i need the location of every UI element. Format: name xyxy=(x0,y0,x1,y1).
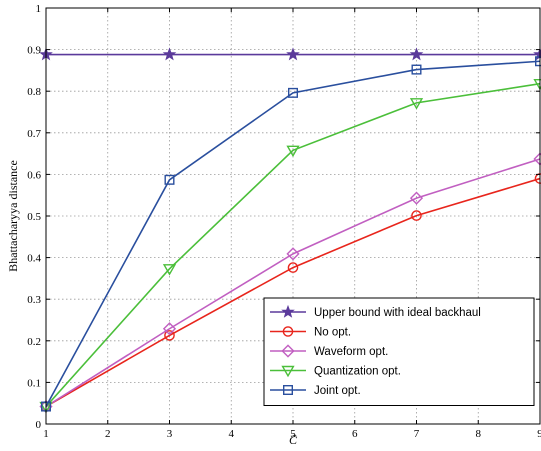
y-tick-label: 1 xyxy=(36,3,42,15)
y-tick-label: 0.9 xyxy=(27,45,41,57)
y-tick-label: 0.8 xyxy=(27,86,41,98)
legend-label: Waveform opt. xyxy=(314,346,388,358)
series-line xyxy=(45,158,541,408)
y-tick-label: 0 xyxy=(36,419,42,431)
legend-entry: Waveform opt. xyxy=(270,344,388,358)
y-tick-label: 0.2 xyxy=(27,336,41,348)
x-tick-label: 8 xyxy=(476,428,482,440)
data-point xyxy=(162,264,177,276)
data-point xyxy=(409,47,424,61)
ticks: 0 0.1 0.2 0.3 0.4 0.5 0.6 0.7 0.8 0.9 1 1 2 3 4 5 6 7 8 9 xyxy=(27,3,541,440)
legend-marker xyxy=(281,344,295,358)
y-tick-label: 0.5 xyxy=(27,211,41,223)
data-point xyxy=(409,191,424,205)
data-point xyxy=(288,87,299,98)
data-point xyxy=(411,210,422,221)
legend-label: Quantization opt. xyxy=(314,366,401,378)
x-tick-label: 5 xyxy=(290,428,296,440)
legend-marker xyxy=(282,326,294,337)
x-tick-label: 1 xyxy=(43,428,49,440)
y-tick-label: 0.1 xyxy=(27,377,41,389)
series-line xyxy=(45,177,541,408)
y-tick-label: 0.4 xyxy=(27,253,41,265)
series-line xyxy=(45,60,541,407)
x-tick-label: 4 xyxy=(229,428,235,440)
data-point xyxy=(286,145,300,158)
series-line xyxy=(45,82,541,408)
legend-marker xyxy=(283,385,294,396)
x-tick-label: 9 xyxy=(537,428,541,440)
legend: Upper bound with ideal backhaul No opt. Wa… xyxy=(263,297,535,406)
data-point xyxy=(162,322,177,336)
y-tick-label: 0.3 xyxy=(27,294,41,306)
legend-box xyxy=(263,297,535,406)
data-point xyxy=(411,64,422,75)
legend-label: Joint opt. xyxy=(314,385,361,397)
legend-marker xyxy=(281,304,295,318)
legend-label: No opt. xyxy=(314,327,351,339)
series-layer xyxy=(39,47,541,414)
data-point xyxy=(287,262,299,273)
y-tick-label: 0.6 xyxy=(27,169,41,181)
data-point xyxy=(164,174,175,185)
x-axis-label: C̄ xyxy=(289,433,298,447)
x-tick-label: 2 xyxy=(105,428,111,440)
y-axis-label: Bhattacharyya distance xyxy=(6,160,20,272)
data-point xyxy=(164,330,175,341)
legend-label: Upper bound with ideal backhaul xyxy=(314,307,481,319)
data-point xyxy=(286,47,300,61)
legend-marker xyxy=(281,365,295,378)
legend-entry: No opt. xyxy=(270,326,351,339)
series-0 xyxy=(39,47,541,61)
data-point xyxy=(409,98,424,110)
x-tick-label: 3 xyxy=(167,428,173,440)
x-tick-label: 7 xyxy=(414,428,420,440)
legend-entry: Quantization opt. xyxy=(270,366,401,378)
x-tick-label: 6 xyxy=(352,428,358,440)
legend-entry: Joint opt. xyxy=(270,385,361,397)
data-point xyxy=(286,247,300,261)
y-tick-label: 0.7 xyxy=(27,128,41,140)
data-point xyxy=(162,47,177,61)
legend-entry: Upper bound with ideal backhaul xyxy=(270,304,481,319)
